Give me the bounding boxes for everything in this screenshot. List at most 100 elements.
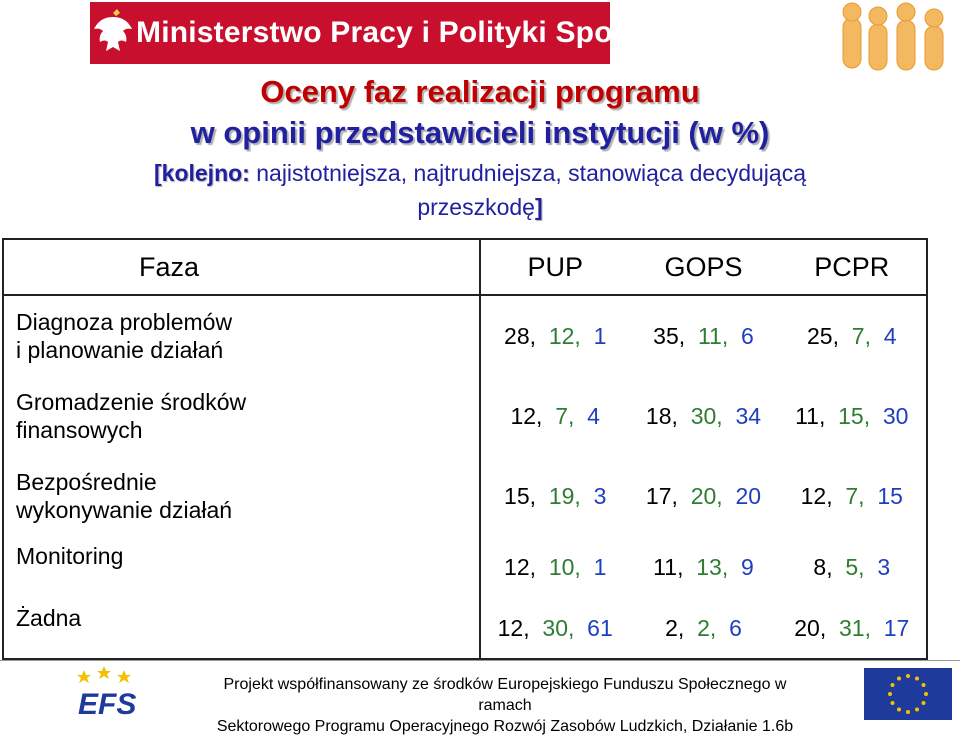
value-pup-2: 30 [542, 614, 568, 641]
value-gops-1: 35 [653, 322, 679, 349]
value-pcpr-1: 12 [800, 482, 827, 509]
phase-label-line-1: Gromadzenie środków [16, 389, 247, 415]
value-pcpr-2: 7 [851, 322, 865, 349]
value-separator: , [864, 322, 871, 349]
phase-label-line-2: wykonywanie działań [16, 497, 233, 523]
cell-pcpr: 8, 5, 3 [778, 536, 927, 598]
value-pcpr-1: 8 [813, 553, 827, 580]
value-separator: , [721, 322, 729, 349]
phase-label: Bezpośrednie wykonywanie działań [3, 456, 481, 536]
value-pup-2: 12 [548, 322, 575, 349]
footer-line-2: Sektorowego Programu Operacyjnego Rozwój… [216, 718, 794, 735]
value-pup-1: 28 [504, 322, 530, 349]
value-separator: , [574, 553, 581, 580]
value-separator: , [832, 322, 839, 349]
phase-label-line-1: Bezpośrednie [16, 469, 157, 495]
value-separator: , [568, 614, 575, 641]
value-separator: , [529, 553, 537, 580]
value-gops-1: 11 [653, 553, 678, 580]
value-separator: , [858, 482, 865, 509]
cell-pup: 12, 30, 61 [480, 598, 629, 659]
value-separator: , [818, 402, 826, 429]
phase-label: Diagnoza problemów i planowanie działań [3, 295, 481, 376]
value-pup-2: 19 [548, 482, 575, 509]
subtitle-text-1: najistotniejsza, najtrudniejsza, stanowi… [249, 160, 806, 186]
value-separator: , [826, 553, 833, 580]
value-separator: , [864, 614, 871, 641]
value-gops-1: 2 [665, 614, 678, 641]
cell-pcpr: 12, 7, 15 [778, 456, 927, 536]
value-separator: , [678, 322, 686, 349]
header-pcpr: PCPR [777, 239, 927, 296]
value-separator: , [536, 402, 543, 429]
value-pcpr-1: 11 [795, 402, 819, 429]
value-pcpr-1: 25 [807, 322, 833, 349]
value-gops-2: 11 [697, 322, 722, 349]
subtitle-prefix: [kolejno: [154, 160, 250, 186]
header-faza: Faza [3, 239, 481, 296]
title-line-1: Oceny faz realizacji programu [260, 74, 700, 109]
value-gops-3: 20 [735, 482, 762, 509]
value-gops-1: 17 [645, 482, 672, 509]
value-separator: , [863, 402, 871, 429]
value-pcpr-3: 3 [877, 553, 891, 580]
ministry-name: Ministerstwo Pracy i Polityki Społecznej [136, 16, 715, 49]
efs-label: EFS [78, 688, 136, 720]
cell-pup: 28, 12, 1 [480, 295, 629, 376]
value-pcpr-2: 7 [845, 482, 859, 509]
cell-pup: 12, 7, 4 [480, 376, 629, 456]
value-pcpr-2: 31 [838, 614, 865, 641]
phase-label-line-1: Monitoring [16, 543, 124, 569]
phase-label: Gromadzenie środków finansowych [3, 376, 481, 456]
value-separator: , [677, 614, 685, 641]
phase-label: Monitoring [3, 536, 481, 598]
cell-gops: 18, 30, 34 [629, 376, 777, 456]
value-gops-3: 9 [741, 553, 754, 580]
subtitle-line-1: [kolejno: najistotniejsza, najtrudniejsz… [0, 156, 960, 190]
value-separator: , [858, 553, 865, 580]
subtitle-text-2: przeszkodę [417, 194, 535, 220]
value-separator: , [529, 482, 537, 509]
subtitle-suffix: ] [534, 194, 543, 220]
value-separator: , [671, 402, 678, 429]
value-separator: , [709, 614, 717, 641]
value-separator: , [826, 482, 833, 509]
value-pcpr-1: 20 [794, 614, 820, 641]
value-pup-1: 15 [504, 482, 530, 509]
phase-ratings-table: Faza PUP GOPS PCPR Diagnoza problemów i p… [2, 238, 928, 660]
cell-pcpr: 25, 7, 4 [778, 295, 927, 376]
value-pup-3: 3 [593, 482, 607, 509]
value-separator: , [716, 482, 723, 509]
value-gops-2: 13 [696, 553, 722, 580]
table-row: Bezpośrednie wykonywanie działań 15, 19, 3… [3, 456, 927, 536]
phase-label-line-2: finansowych [16, 417, 143, 443]
value-pup-3: 61 [587, 614, 613, 641]
cell-gops: 17, 20, 20 [629, 456, 777, 536]
table-header-row: Faza PUP GOPS PCPR [3, 239, 927, 296]
ministry-banner: Ministerstwo Pracy i Polityki Społecznej [90, 2, 714, 64]
value-gops-2: 30 [690, 402, 717, 429]
eu-flag-icon [864, 668, 952, 720]
value-pup-3: 4 [587, 402, 600, 429]
value-separator: , [529, 322, 537, 349]
phase-label-line-2: i planowanie działań [16, 337, 224, 363]
value-separator: , [677, 553, 684, 580]
phase-label-line-1: Żadna [16, 605, 82, 631]
value-pup-1: 12 [497, 614, 524, 641]
value-pcpr-2: 15 [838, 402, 864, 429]
value-separator: , [574, 482, 581, 509]
efs-logo: EFS [70, 664, 180, 721]
title-line-2: w opinii przedstawicieli instytucji (w %… [190, 115, 770, 150]
subtitle-line-2: przeszkodę] [0, 190, 960, 224]
header-gops: GOPS [629, 239, 778, 296]
table-row: Żadna 12, 30, 61 2, 2, 6 20, 31, 17 [3, 598, 927, 659]
footer-line-1: Projekt współfinansowany ze środków Euro… [223, 676, 787, 714]
value-separator: , [721, 553, 729, 580]
cell-gops: 11, 13, 9 [629, 536, 777, 598]
phase-label: Żadna [3, 598, 481, 659]
people-figures-logo-icon [835, 0, 960, 75]
cell-pcpr: 11, 15, 30 [778, 376, 927, 456]
value-pcpr-3: 15 [877, 482, 903, 509]
value-gops-3: 34 [735, 402, 762, 429]
footer-text: Projekt współfinansowany ze środków Euro… [195, 674, 815, 737]
